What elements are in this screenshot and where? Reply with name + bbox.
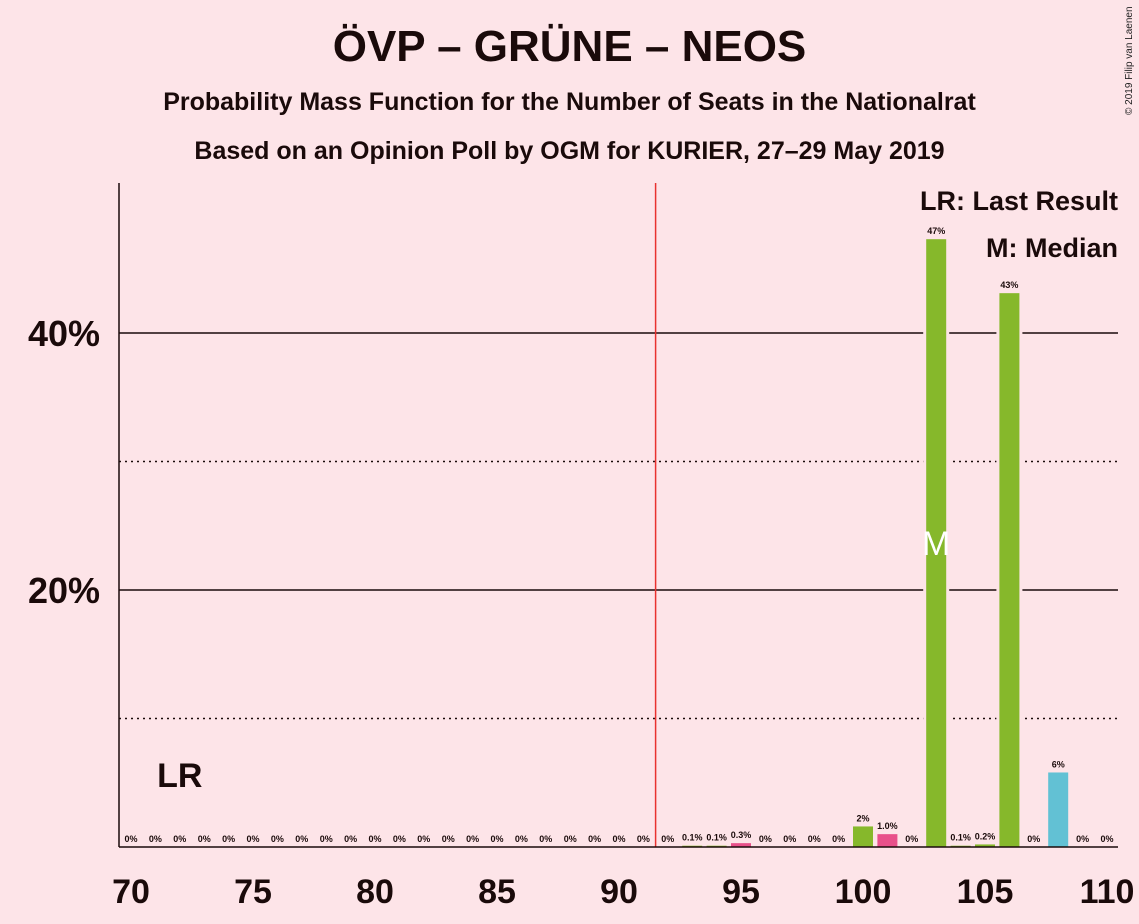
- legend-median: M: Median: [986, 233, 1118, 263]
- bar-label-72: 0%: [173, 834, 186, 844]
- bar-label-103: 47%: [927, 226, 945, 236]
- bar-106: [999, 293, 1020, 847]
- legend-last-result: LR: Last Result: [920, 186, 1118, 216]
- bar-label-77: 0%: [295, 834, 308, 844]
- bar-label-92: 0%: [661, 834, 674, 844]
- bar-label-97: 0%: [783, 834, 796, 844]
- bar-label-84: 0%: [466, 834, 479, 844]
- bar-label-76: 0%: [271, 834, 284, 844]
- x-tick-label-105: 105: [957, 873, 1014, 911]
- chart-source: Based on an Opinion Poll by OGM for KURI…: [194, 137, 945, 165]
- last-result-marker: LR: [157, 757, 202, 795]
- y-tick-label-40: 40%: [28, 313, 100, 354]
- bar-label-71: 0%: [149, 834, 162, 844]
- bar-label-109: 0%: [1076, 834, 1089, 844]
- x-tick-label-95: 95: [722, 873, 760, 911]
- bar-label-87: 0%: [539, 834, 552, 844]
- bar-label-78: 0%: [320, 834, 333, 844]
- bar-label-96: 0%: [759, 834, 772, 844]
- bar-label-89: 0%: [588, 834, 601, 844]
- bar-label-101: 1.0%: [877, 821, 898, 831]
- bar-label-86: 0%: [515, 834, 528, 844]
- bar-label-90: 0%: [612, 834, 625, 844]
- bar-label-81: 0%: [393, 834, 406, 844]
- bar-label-83: 0%: [442, 834, 455, 844]
- x-tick-label-80: 80: [356, 873, 394, 911]
- bar-label-108: 6%: [1052, 759, 1065, 769]
- bar-label-88: 0%: [564, 834, 577, 844]
- bar-label-110: 0%: [1100, 834, 1113, 844]
- x-tick-label-110: 110: [1080, 873, 1135, 911]
- bar-101: [877, 834, 898, 847]
- y-tick-label-20: 20%: [28, 570, 100, 611]
- x-tick-label-100: 100: [835, 873, 892, 911]
- bar-labels: 0% 0% 0% 0% 0% 0% 0% 0% 0% 0% 0% 0% 0% 0% 0% 0% 0% 0% 0% 0%…: [124, 226, 1113, 844]
- bar-label-73: 0%: [198, 834, 211, 844]
- median-marker: M: [922, 525, 950, 563]
- bar-103: [926, 239, 947, 847]
- bar-label-95: 0.3%: [731, 830, 752, 840]
- grid-lines: [119, 183, 1118, 847]
- x-tick-label-90: 90: [600, 873, 638, 911]
- chart-subtitle: Probability Mass Function for the Number…: [163, 88, 976, 116]
- bar-label-85: 0%: [490, 834, 503, 844]
- bar-label-102: 0%: [905, 834, 918, 844]
- bar-label-99: 0%: [832, 834, 845, 844]
- bar-100: [853, 826, 873, 847]
- axes: 20% 40% 70 75 80 85 90 95 100 105 110: [28, 183, 1134, 911]
- bar-label-79: 0%: [344, 834, 357, 844]
- bar-label-107: 0%: [1027, 834, 1040, 844]
- bar-label-80: 0%: [368, 834, 381, 844]
- bar-label-91: 0%: [637, 834, 650, 844]
- bar-95: [731, 843, 751, 847]
- legend: LR: Last Result M: Median: [920, 186, 1118, 263]
- bar-label-98: 0%: [808, 834, 821, 844]
- bar-108: [1048, 772, 1069, 847]
- bar-label-100: 2%: [856, 813, 869, 823]
- bar-label-75: 0%: [246, 834, 259, 844]
- bar-label-105: 0.2%: [975, 831, 996, 841]
- x-tick-label-75: 75: [234, 873, 272, 911]
- x-tick-label-85: 85: [478, 873, 516, 911]
- bar-label-74: 0%: [222, 834, 235, 844]
- bar-label-70: 0%: [124, 834, 137, 844]
- bar-label-106: 43%: [1000, 280, 1018, 290]
- bar-label-94: 0.1%: [706, 833, 727, 843]
- x-tick-label-70: 70: [112, 873, 150, 911]
- bars: [679, 239, 1072, 847]
- bar-label-93: 0.1%: [682, 833, 703, 843]
- bar-label-104: 0.1%: [950, 833, 971, 843]
- chart-title: ÖVP – GRÜNE – NEOS: [332, 22, 807, 71]
- bar-105: [975, 844, 995, 847]
- bar-label-82: 0%: [417, 834, 430, 844]
